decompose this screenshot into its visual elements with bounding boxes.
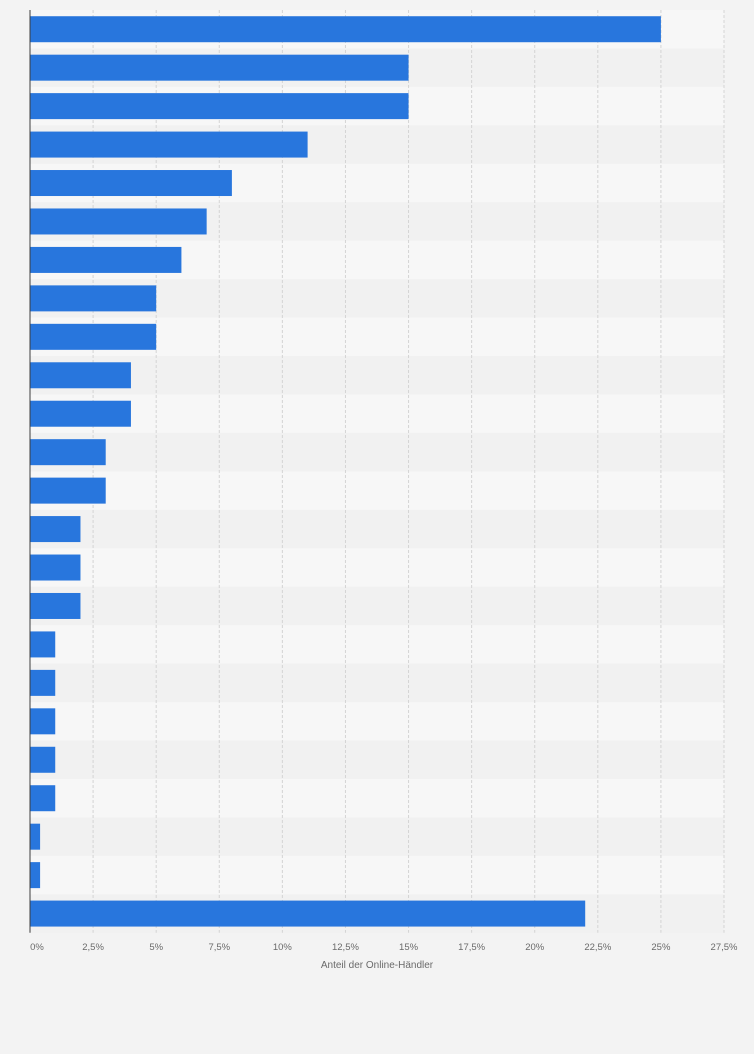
bar [30, 592, 81, 619]
bar [30, 93, 409, 120]
row-band [30, 855, 724, 895]
bar [30, 631, 56, 658]
bar [30, 16, 661, 43]
x-tick-label: 27,5% [711, 942, 738, 953]
bar [30, 323, 157, 350]
x-tick-label: 25% [651, 942, 671, 953]
x-tick-label: 0% [30, 942, 44, 953]
bar [30, 246, 182, 273]
bars [30, 16, 661, 927]
bar [30, 554, 81, 581]
row-band [30, 663, 724, 703]
x-axis-label: Anteil der Online-Händler [321, 960, 434, 971]
row-band [30, 586, 724, 626]
x-tick-label: 20% [525, 942, 545, 953]
gridlines [92, 10, 725, 933]
bar [30, 708, 56, 735]
row-band [30, 394, 724, 433]
bar [30, 669, 56, 696]
x-tick-label: 7,5% [208, 942, 230, 953]
row-band [30, 625, 724, 664]
row-band [30, 740, 724, 779]
x-tick-label: 12,5% [332, 942, 359, 953]
bar [30, 439, 106, 466]
bar [30, 862, 41, 889]
row-band [30, 548, 724, 587]
x-tick-label: 22,5% [584, 942, 611, 953]
x-tick-labels: 0% 2,5% 5% 7,5% 10% 12,5% 15% 17,5% 20% 22,5% 25% 2… [30, 942, 738, 953]
row-band [30, 432, 724, 472]
bar [30, 54, 409, 81]
bar [30, 823, 41, 850]
bar [30, 208, 207, 235]
x-tick-label: 10% [273, 942, 293, 953]
row-band [30, 779, 724, 818]
bar [30, 362, 131, 389]
x-tick-label: 5% [149, 942, 163, 953]
row-band [30, 471, 724, 510]
bar [30, 516, 81, 543]
bar [30, 131, 308, 158]
x-tick-label: 15% [399, 942, 419, 953]
x-tick-label: 17,5% [458, 942, 485, 953]
x-tick-label: 2,5% [82, 942, 104, 953]
row-band [30, 356, 724, 395]
bar [30, 900, 586, 927]
row-band [30, 817, 724, 856]
row-band [30, 509, 724, 549]
bar [30, 400, 131, 427]
bar [30, 746, 56, 773]
bar [30, 170, 232, 197]
bar [30, 477, 106, 504]
bar [30, 785, 56, 812]
row-band [30, 702, 724, 741]
bar [30, 285, 157, 312]
